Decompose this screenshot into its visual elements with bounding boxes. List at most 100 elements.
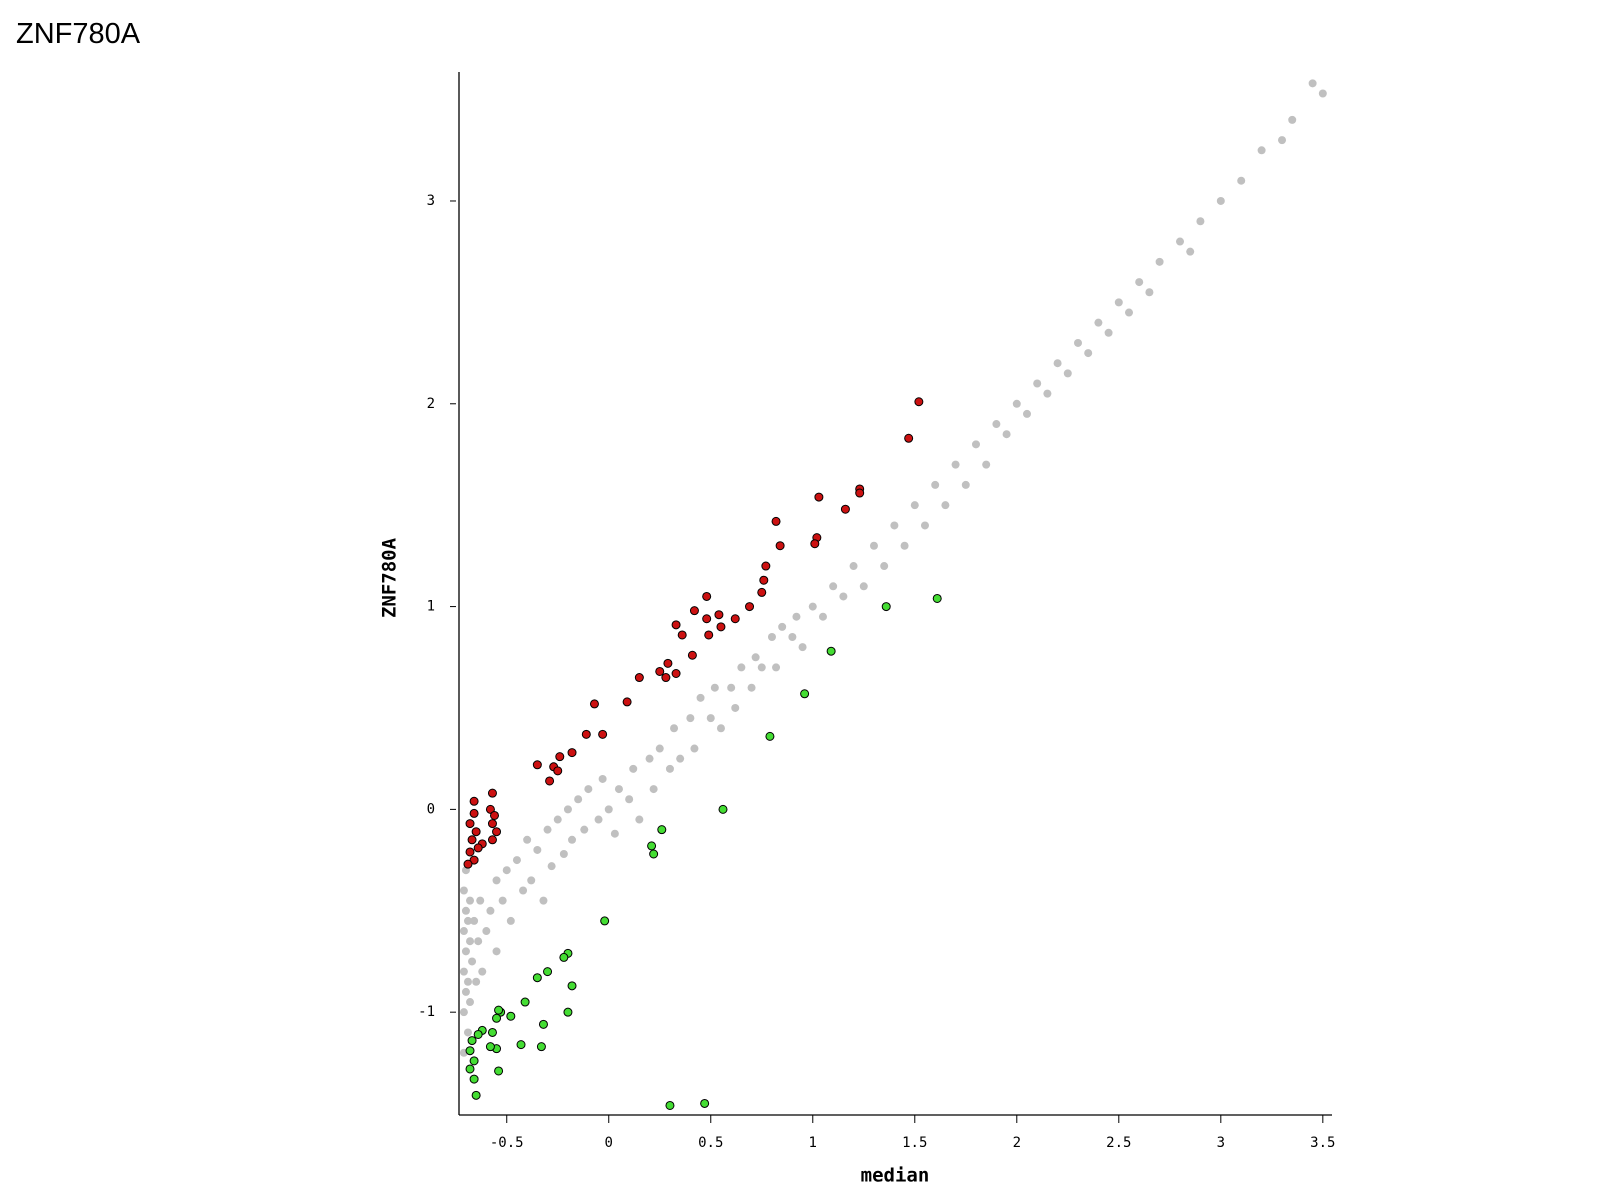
data-point xyxy=(469,808,479,818)
data-point xyxy=(772,663,781,672)
data-point xyxy=(1237,176,1246,185)
data-point xyxy=(598,729,608,739)
data-point xyxy=(473,843,483,853)
data-point xyxy=(567,981,577,991)
data-point xyxy=(808,602,817,611)
data-point xyxy=(951,460,960,469)
data-point xyxy=(538,1019,548,1029)
data-point xyxy=(800,689,810,699)
data-point xyxy=(574,795,583,804)
data-point xyxy=(690,744,699,753)
y-tick-label: 0 xyxy=(427,801,435,817)
data-point xyxy=(520,997,530,1007)
data-point xyxy=(798,643,807,652)
x-tick-label: 3.5 xyxy=(1310,1135,1335,1151)
data-point xyxy=(1176,237,1185,246)
data-point xyxy=(563,805,572,814)
data-point xyxy=(459,1008,468,1017)
data-point xyxy=(869,541,878,550)
data-point xyxy=(920,521,929,530)
data-point xyxy=(472,977,481,986)
data-point xyxy=(463,859,473,869)
data-point xyxy=(466,896,475,905)
data-point xyxy=(487,835,497,845)
data-point xyxy=(610,829,619,838)
data-point xyxy=(463,1028,472,1037)
y-tick-label: 2 xyxy=(427,396,435,412)
data-point xyxy=(471,1090,481,1100)
data-point xyxy=(826,646,836,656)
data-point xyxy=(704,630,714,640)
data-point xyxy=(466,937,475,946)
y-tick-label: -1 xyxy=(418,1004,435,1020)
data-point xyxy=(671,669,681,679)
data-point xyxy=(559,849,568,858)
data-point xyxy=(532,760,542,770)
data-point xyxy=(469,855,479,865)
data-point xyxy=(649,849,659,859)
data-point xyxy=(814,492,824,502)
data-point xyxy=(622,697,632,707)
data-point xyxy=(1257,146,1266,155)
data-point xyxy=(625,795,634,804)
data-point xyxy=(1145,288,1154,297)
data-point xyxy=(465,1064,475,1074)
data-point xyxy=(532,973,542,983)
data-point xyxy=(467,835,477,845)
data-point xyxy=(727,683,736,692)
data-point xyxy=(904,433,914,443)
data-point xyxy=(1196,217,1205,226)
x-tick-label: 0.5 xyxy=(698,1135,723,1151)
data-point xyxy=(476,896,485,905)
data-point xyxy=(757,663,766,672)
data-point xyxy=(519,886,528,895)
data-point xyxy=(536,1042,546,1052)
data-point xyxy=(487,1027,497,1037)
data-point xyxy=(635,815,644,824)
data-point xyxy=(1053,359,1062,368)
data-point xyxy=(539,896,548,905)
data-point xyxy=(461,906,470,915)
data-point xyxy=(702,614,712,624)
data-point xyxy=(482,927,491,936)
data-point xyxy=(881,602,891,612)
data-point xyxy=(1012,399,1021,408)
data-point xyxy=(647,841,657,851)
x-tick-label: 1.5 xyxy=(902,1135,927,1151)
data-point xyxy=(700,1098,710,1108)
data-point xyxy=(710,683,719,692)
data-point xyxy=(767,633,776,642)
data-point xyxy=(1022,409,1031,418)
data-point xyxy=(855,488,865,498)
data-point xyxy=(671,620,681,630)
data-point xyxy=(706,714,715,723)
data-point xyxy=(553,766,563,776)
data-point xyxy=(1094,318,1103,327)
data-point xyxy=(506,1011,516,1021)
data-point xyxy=(1186,247,1195,256)
y-axis-title: ZNF780A xyxy=(379,537,401,618)
data-point xyxy=(880,562,889,571)
data-point xyxy=(839,592,848,601)
data-point xyxy=(778,622,787,631)
data-point xyxy=(614,785,623,794)
x-tick-label: 3 xyxy=(1217,1135,1225,1151)
data-point xyxy=(676,754,685,763)
data-point xyxy=(810,539,820,549)
data-point xyxy=(696,693,705,702)
data-point xyxy=(465,1046,475,1056)
data-point xyxy=(461,947,470,956)
data-point xyxy=(1084,349,1093,358)
data-point xyxy=(553,815,562,824)
data-point xyxy=(1063,369,1072,378)
data-point xyxy=(686,714,695,723)
data-point xyxy=(941,501,950,510)
data-point xyxy=(492,947,501,956)
data-point xyxy=(543,967,553,977)
data-point xyxy=(661,673,671,683)
data-point xyxy=(559,952,569,962)
data-point xyxy=(469,1056,479,1066)
data-point xyxy=(716,724,725,733)
data-point xyxy=(584,785,593,794)
